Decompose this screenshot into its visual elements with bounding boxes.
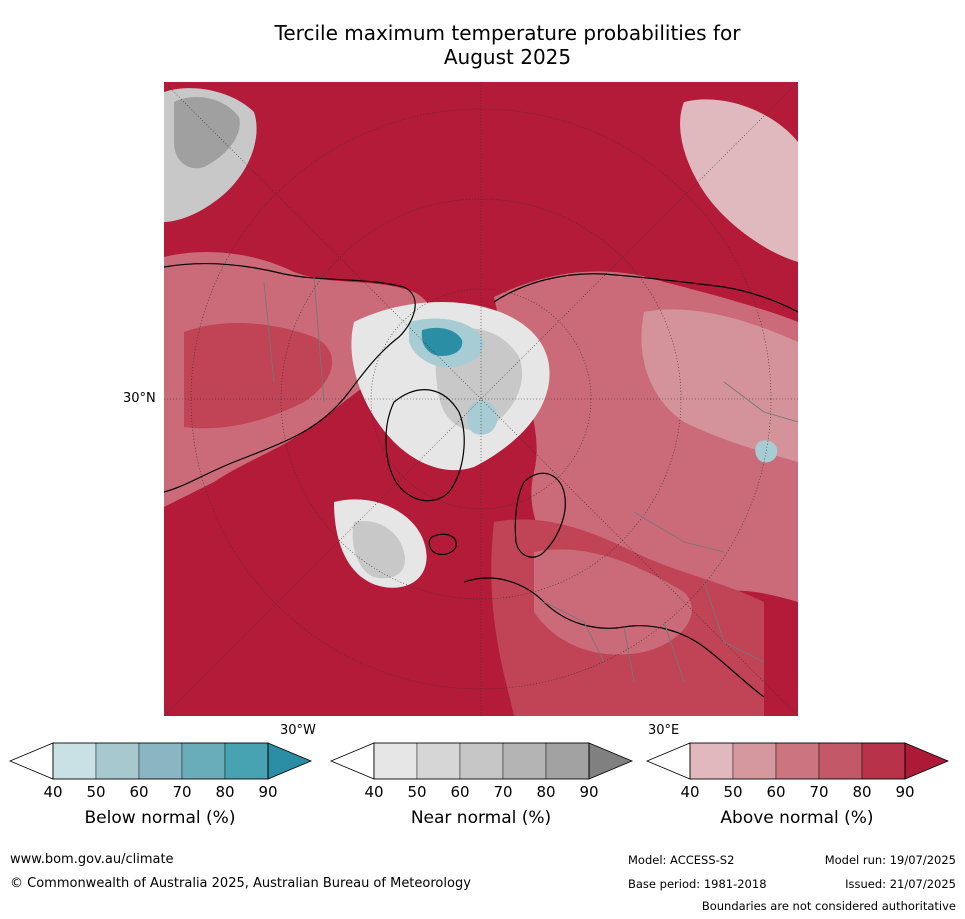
title-line-1: Tercile maximum temperature probabilitie… (274, 21, 741, 45)
legend-below-normal: 40 50 60 70 80 90 Below normal (%) (8, 742, 313, 842)
footer-website: www.bom.gov.au/climate (10, 852, 174, 867)
coastline-iceland (428, 533, 457, 555)
country-boundaries (263, 276, 798, 683)
footer-disclaimer: Boundaries are not considered authoritat… (701, 899, 956, 913)
colorbar-segment (459, 742, 504, 780)
legend-above-tick-40: 40 (680, 783, 700, 801)
colorbar-extend-low (645, 742, 691, 780)
region-greenland-blue (466, 400, 498, 435)
colorbar-segment (416, 742, 461, 780)
region-pacific-dark (174, 97, 240, 169)
colorbar-segment (861, 742, 906, 780)
coastline-eurasia (493, 273, 798, 313)
legend-near-tick-40: 40 (364, 783, 384, 801)
colorbar-segment (138, 742, 183, 780)
legend-near-tick-70: 70 (493, 783, 513, 801)
colorbar-segment (224, 742, 269, 780)
region-arctic-blue-strong (421, 327, 463, 356)
legend-above-title: Above normal (%) (720, 808, 874, 828)
legend-above-tick-80: 80 (852, 783, 872, 801)
colorbar-segment (52, 742, 97, 780)
footer-copyright: © Commonwealth of Australia 2025, Austra… (10, 876, 471, 891)
coastline-north-america (164, 262, 416, 493)
region-asia-blue (755, 440, 778, 463)
meridian-diagonal-2 (164, 82, 798, 716)
footer-model-run: Model run: 19/07/2025 (824, 853, 956, 867)
legend-near-normal: 40 50 60 70 80 90 Near normal (%) (329, 742, 634, 842)
region-atlantic-mid (352, 521, 405, 579)
colorbar-segment (732, 742, 777, 780)
legend-above-tick-50: 50 (723, 783, 743, 801)
legend-near-tick-90: 90 (579, 783, 599, 801)
colorbar-extend-high (588, 742, 634, 780)
legend-below-title: Below normal (%) (84, 808, 236, 828)
colorbar-segment (502, 742, 547, 780)
map-svg (164, 82, 798, 716)
colorbar-segment (775, 742, 820, 780)
probability-map (164, 82, 798, 716)
longitude-label-30e: 30°E (648, 723, 680, 738)
region-eurasia-light (641, 309, 798, 462)
colorbar-outline (52, 742, 269, 780)
legend-above-normal: 40 50 60 70 80 90 Above normal (%) (645, 742, 950, 842)
legend-above-tick-70: 70 (809, 783, 829, 801)
colorbar-outline (689, 742, 906, 780)
legend-below-tick-90: 90 (258, 783, 278, 801)
coastline-greenland (385, 389, 465, 502)
legend-above-colorbar (645, 742, 950, 780)
title-line-2: August 2025 (443, 45, 572, 69)
colorbar-segment (689, 742, 734, 780)
colorbar-extend-high (267, 742, 313, 780)
map-title: Tercile maximum temperature probabilitie… (160, 21, 855, 69)
footer-model: Model: ACCESS-S2 (628, 853, 735, 867)
meridian-diagonal-1 (164, 82, 798, 716)
region-europe-light (534, 549, 692, 655)
colorbar-segment (181, 742, 226, 780)
legend-below-tick-70: 70 (172, 783, 192, 801)
legend-below-colorbar (8, 742, 313, 780)
colorbar-segment (95, 742, 140, 780)
colorbar-segment (545, 742, 590, 780)
legend-near-colorbar (329, 742, 634, 780)
colorbar-extend-low (329, 742, 375, 780)
colorbar-extend-high (904, 742, 950, 780)
colorbar-extend-low (8, 742, 54, 780)
footer-base-period: Base period: 1981-2018 (628, 877, 767, 891)
legend-below-tick-60: 60 (129, 783, 149, 801)
footer-issued: Issued: 21/07/2025 (845, 877, 956, 891)
legend-below-tick-80: 80 (215, 783, 235, 801)
colorbar-outline (373, 742, 590, 780)
coastline-europe (463, 577, 765, 698)
legend-below-tick-50: 50 (86, 783, 106, 801)
legend-near-title: Near normal (%) (410, 808, 552, 828)
legend-below-tick-40: 40 (43, 783, 63, 801)
colorbar-segment (818, 742, 863, 780)
legend-above-tick-90: 90 (895, 783, 915, 801)
legend-near-tick-50: 50 (407, 783, 427, 801)
legend-near-tick-60: 60 (450, 783, 470, 801)
legend-near-tick-80: 80 (536, 783, 556, 801)
region-north-america-inner (184, 322, 333, 429)
region-asia-east (680, 99, 798, 262)
legend-above-tick-60: 60 (766, 783, 786, 801)
colorbar-segment (373, 742, 418, 780)
longitude-label-30w: 30°W (280, 723, 316, 738)
latitude-label-30n: 30°N (123, 391, 156, 406)
coastline-scandinavia (514, 472, 566, 558)
